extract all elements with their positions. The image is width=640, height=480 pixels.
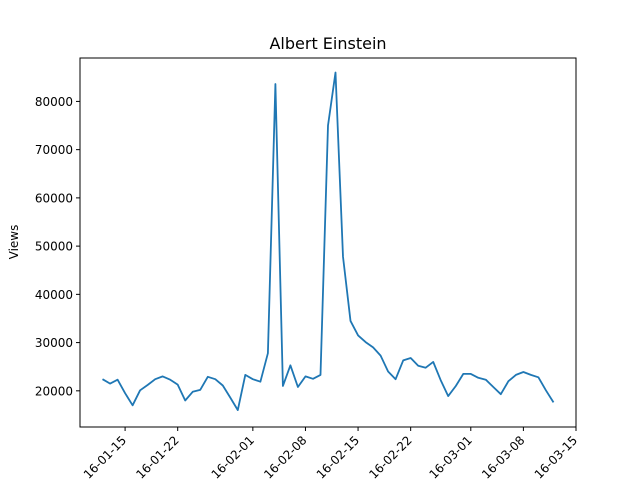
y-tick-label: 50000	[35, 240, 73, 254]
y-tick-label: 70000	[35, 143, 73, 157]
y-tick-label: 60000	[35, 191, 73, 205]
x-tick-label: 16-03-08	[479, 433, 527, 480]
x-tick-label: 16-03-01	[426, 433, 474, 480]
y-tick-label: 80000	[35, 95, 73, 109]
y-tick-label: 30000	[35, 336, 73, 350]
x-tick-label: 16-01-15	[81, 433, 129, 480]
x-tick-label: 16-02-08	[261, 433, 309, 480]
x-tick-label: 16-02-22	[366, 433, 414, 480]
y-tick-label: 20000	[35, 384, 73, 398]
x-tick-label: 16-02-01	[209, 433, 257, 480]
x-tick-label: 16-01-22	[133, 433, 181, 480]
y-axis-label: Views	[7, 225, 21, 260]
chart-title: Albert Einstein	[269, 34, 386, 53]
y-tick-label: 40000	[35, 288, 73, 302]
plot-area-frame	[79, 57, 577, 428]
series-line-views	[102, 71, 555, 412]
x-tick-label: 16-02-15	[314, 433, 362, 480]
x-tick-label: 16-03-15	[532, 433, 580, 480]
